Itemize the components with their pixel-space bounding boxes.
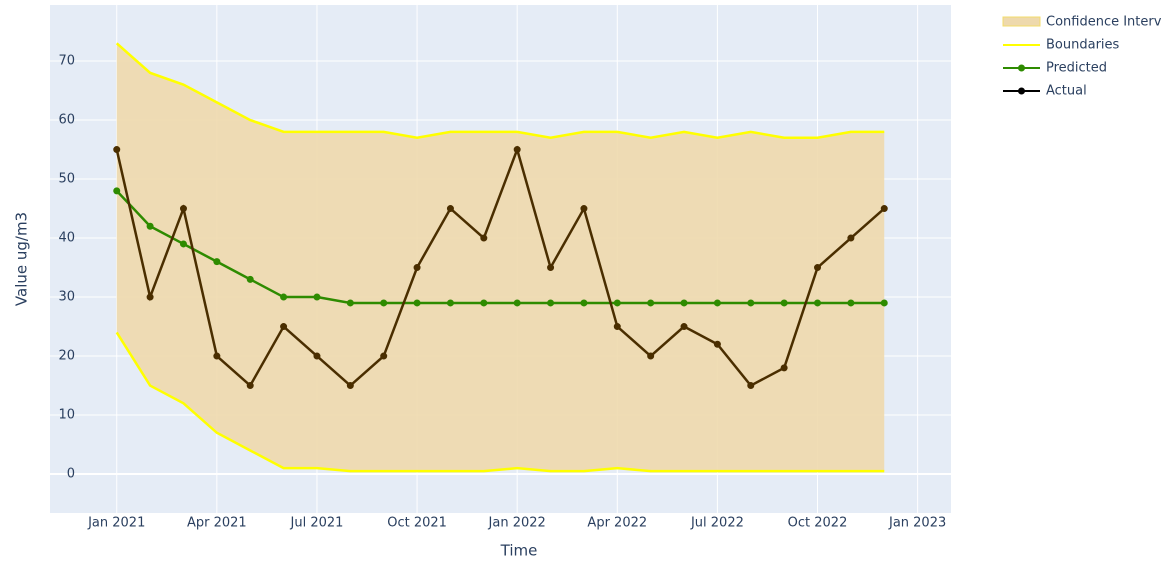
- point: [413, 299, 421, 307]
- point: [547, 264, 555, 272]
- y-tick-label: 40: [58, 231, 75, 246]
- x-tick-label: Oct 2021: [387, 516, 447, 531]
- x-tick-label: Jul 2021: [290, 516, 344, 531]
- point: [113, 187, 121, 195]
- point: [880, 299, 888, 307]
- legend-label: Confidence Interval: [1046, 15, 1161, 30]
- point: [246, 382, 254, 390]
- point: [179, 205, 187, 213]
- point: [480, 299, 488, 307]
- point: [680, 299, 688, 307]
- marks: [113, 42, 888, 473]
- series-line: [115, 145, 886, 388]
- legend-swatch: [1018, 87, 1025, 95]
- y-tick-label: 30: [58, 290, 75, 305]
- y-tick-label: 10: [58, 408, 75, 423]
- legend-swatch: [1018, 64, 1025, 72]
- point: [613, 323, 621, 331]
- point: [747, 382, 755, 390]
- point: [680, 323, 688, 331]
- point: [280, 323, 288, 331]
- point: [713, 299, 721, 307]
- point: [780, 364, 788, 372]
- x-axis-title: Time: [500, 542, 538, 560]
- point: [446, 299, 454, 307]
- point: [213, 352, 221, 360]
- point: [580, 299, 588, 307]
- x-tick-label: Oct 2022: [788, 516, 848, 531]
- point: [780, 299, 788, 307]
- point: [513, 299, 521, 307]
- confidence-area: [116, 43, 885, 472]
- y-tick-label: 20: [58, 349, 75, 364]
- point: [814, 299, 822, 307]
- x-tick-label: Jan 2023: [888, 516, 946, 531]
- x-tick-label: Jan 2021: [87, 516, 145, 531]
- point: [847, 299, 855, 307]
- legend: Confidence Interval Boundaries Predicted Ac…: [1002, 15, 1161, 99]
- point: [179, 240, 187, 248]
- y-tick-label: 50: [58, 172, 75, 187]
- legend-label: Predicted: [1046, 61, 1107, 76]
- series-line: [115, 189, 885, 305]
- point: [380, 299, 388, 307]
- point: [280, 293, 288, 301]
- point: [847, 234, 855, 242]
- point: [246, 275, 254, 283]
- point: [713, 340, 721, 348]
- point: [880, 205, 888, 213]
- point: [313, 293, 321, 301]
- x-tick-label: Jul 2022: [690, 516, 744, 531]
- point: [747, 299, 755, 307]
- point: [146, 222, 154, 230]
- point: [814, 264, 822, 272]
- point: [647, 352, 655, 360]
- upper-boundary: [115, 42, 885, 140]
- point: [446, 205, 454, 213]
- y-tick-label: 60: [58, 113, 75, 128]
- point: [146, 293, 154, 301]
- legend-label: Actual: [1046, 84, 1087, 99]
- point: [513, 146, 521, 154]
- legend-swatch: [1002, 16, 1041, 27]
- point: [113, 146, 121, 154]
- y-tick-label: 0: [67, 467, 75, 482]
- legend-label: Boundaries: [1046, 38, 1120, 53]
- point: [613, 299, 621, 307]
- y-tick-label: 70: [58, 54, 75, 69]
- x-tick-label: Apr 2021: [187, 516, 247, 531]
- x-tick-label: Jan 2022: [488, 516, 546, 531]
- point: [413, 264, 421, 272]
- point: [346, 299, 354, 307]
- point: [380, 352, 388, 360]
- lower-boundary: [115, 331, 885, 473]
- point: [647, 299, 655, 307]
- point: [480, 234, 488, 242]
- point: [547, 299, 555, 307]
- x-tick-label: Apr 2022: [587, 516, 647, 531]
- point: [346, 382, 354, 390]
- point: [580, 205, 588, 213]
- point: [313, 352, 321, 360]
- point: [213, 258, 221, 266]
- y-axis-title: Value ug/m3: [13, 212, 31, 306]
